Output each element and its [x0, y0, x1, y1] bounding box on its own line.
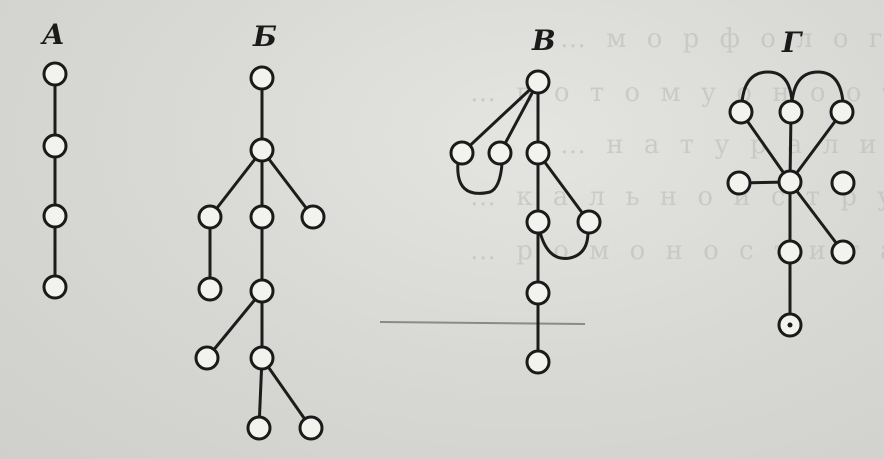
panel-label-a: А — [40, 18, 65, 51]
node — [777, 239, 803, 265]
edge — [260, 356, 313, 430]
node — [830, 170, 856, 196]
node — [487, 140, 513, 166]
node — [249, 204, 275, 230]
node — [777, 169, 803, 195]
edge — [498, 80, 540, 155]
panel-label-v: В — [531, 24, 556, 57]
panel-label-b: Б — [252, 20, 277, 53]
node — [249, 345, 275, 371]
node — [728, 99, 754, 125]
node — [525, 69, 551, 95]
edge — [788, 110, 844, 184]
edge-arc — [456, 160, 504, 195]
edge — [208, 148, 264, 219]
node-center-dot — [787, 322, 793, 328]
edge-arc — [538, 230, 590, 260]
node — [42, 133, 68, 159]
node — [42, 203, 68, 229]
node — [778, 99, 804, 125]
panel-a-tree — [42, 61, 68, 300]
node — [298, 415, 324, 441]
node — [830, 239, 856, 265]
node — [197, 204, 223, 230]
node — [249, 65, 275, 91]
node — [576, 209, 602, 235]
panel-v-tree — [449, 69, 602, 375]
node — [197, 276, 223, 302]
edge — [460, 80, 540, 155]
node — [829, 99, 855, 125]
node — [449, 140, 475, 166]
node — [42, 274, 68, 300]
bleed-text-line: … н а т у р а л и с т о ф о р м е н н о — [560, 130, 884, 160]
stray-rule — [379, 321, 586, 325]
edge — [788, 180, 845, 254]
node — [249, 137, 275, 163]
bleed-text-line: … м о р ф о л о г т с н о — [560, 24, 884, 54]
node — [300, 204, 326, 230]
node — [726, 170, 752, 196]
node — [525, 209, 551, 235]
node — [525, 140, 551, 166]
panel-g-tree — [726, 70, 856, 338]
edge — [739, 110, 792, 184]
edge-arc — [790, 70, 845, 104]
panel-label-g: Г — [781, 26, 803, 59]
edge — [205, 289, 264, 360]
node — [194, 345, 220, 371]
panel-b-tree — [194, 65, 326, 441]
edge-arc — [740, 70, 794, 104]
node — [246, 415, 272, 441]
node — [42, 61, 68, 87]
edge — [260, 148, 315, 219]
node — [525, 280, 551, 306]
edge — [536, 151, 591, 224]
node — [249, 278, 275, 304]
node — [525, 349, 551, 375]
